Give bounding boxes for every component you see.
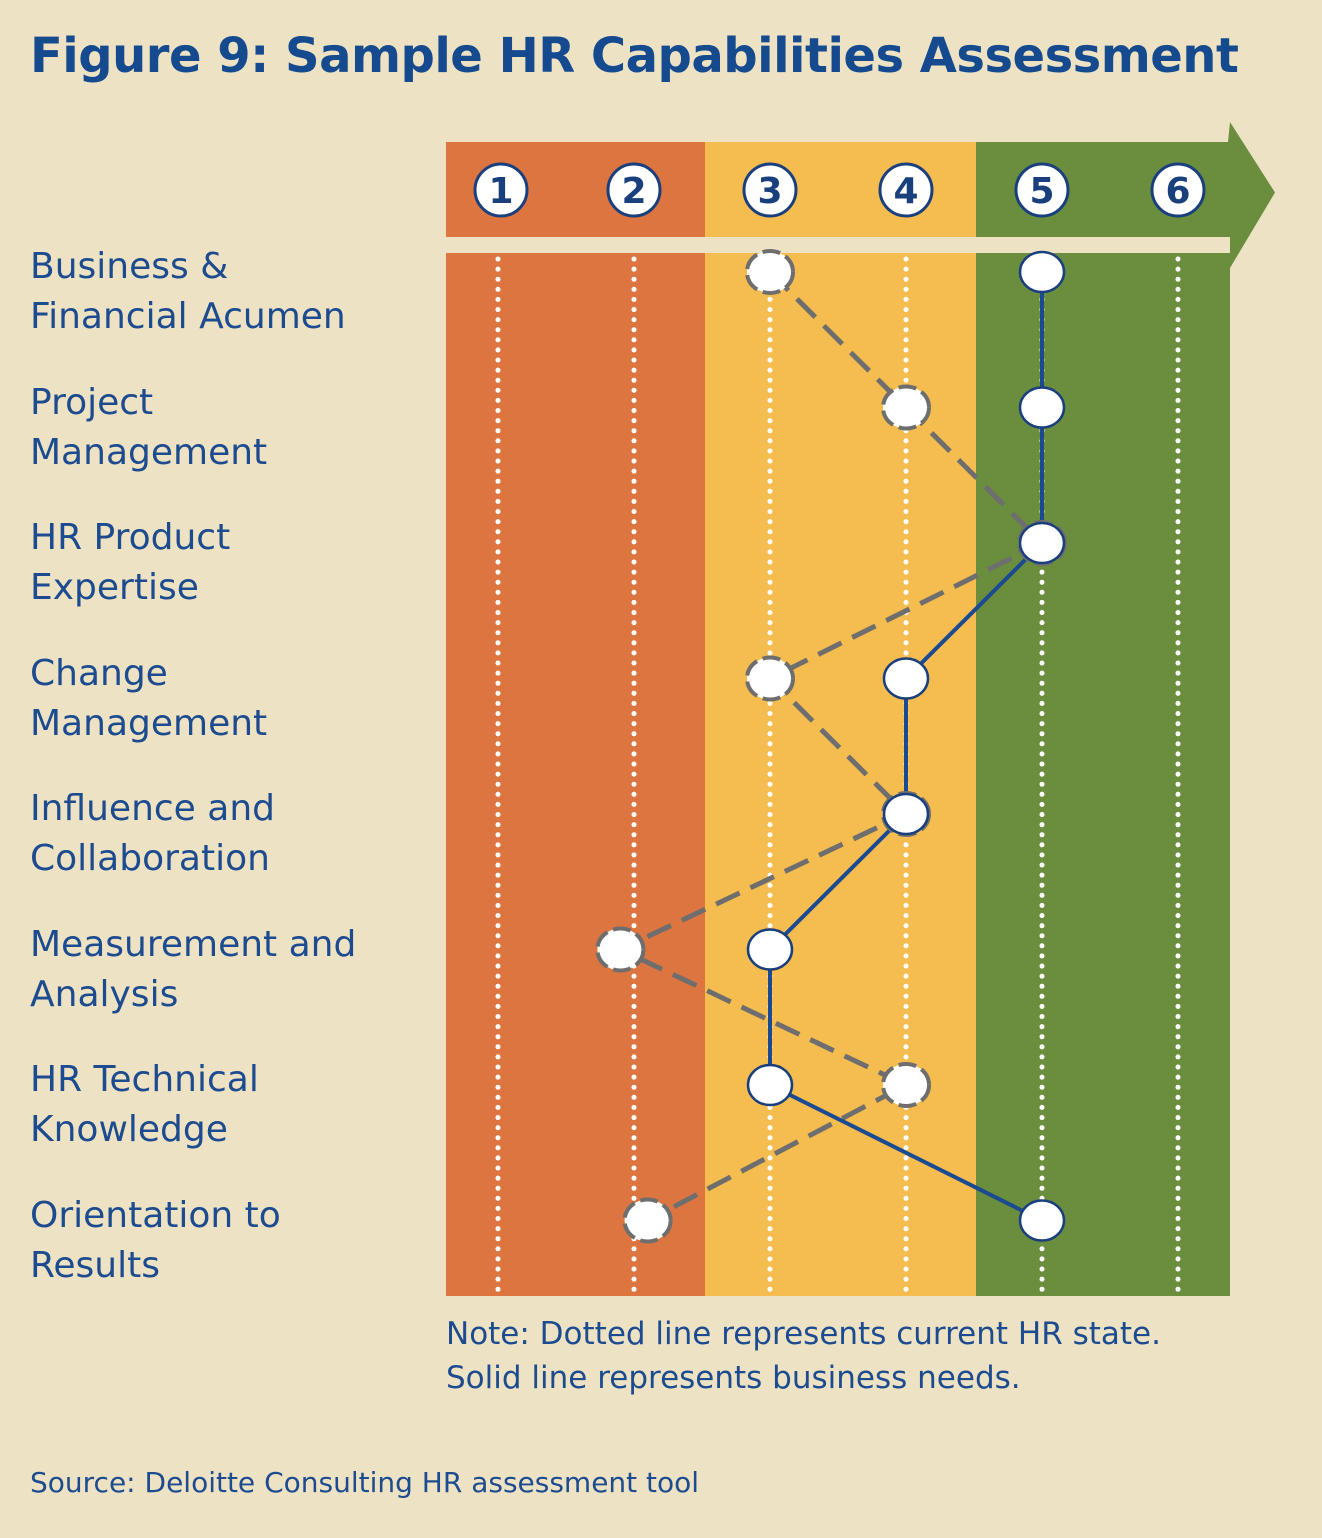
level-badge-2: [606, 162, 662, 218]
business-needs-line: [768, 272, 1044, 1223]
business-needs-point-5: [882, 792, 930, 836]
current-state-point-4: [745, 655, 795, 702]
band-body-5-6: [976, 253, 1230, 1296]
band-body-1-2: [446, 253, 705, 1296]
row-label: HR Technical Knowledge: [30, 1055, 430, 1155]
level-badge-1: [473, 162, 529, 218]
row-label: HR Product Expertise: [30, 513, 430, 613]
row-label: Influence and Collaboration: [30, 784, 430, 884]
business-needs-point-6: [746, 928, 794, 971]
band-body-3-4: [705, 253, 976, 1296]
row-label-line: Results: [30, 1244, 160, 1286]
page-title: Figure 9: Sample HR Capabilities Assessm…: [30, 28, 1239, 84]
business-needs-point-1: [1018, 250, 1066, 294]
row-label: Change Management: [30, 649, 430, 749]
row-label: Project Management: [30, 378, 430, 478]
current-state-point-2: [881, 384, 931, 431]
level-number-6: 6: [1165, 171, 1190, 212]
row-label: Measurement and Analysis: [30, 920, 430, 1020]
row-label: Business & Financial Acumen: [30, 242, 430, 342]
note-line-1: Note: Dotted line represents current HR …: [446, 1316, 1161, 1352]
row-label-line: Expertise: [30, 567, 199, 608]
level-badge-6: [1150, 162, 1206, 218]
current-state-point-8: [622, 1197, 673, 1244]
current-state-point-6: [595, 926, 646, 973]
current-state-point-1: [745, 249, 795, 295]
source-text: Source: Deloitte Consulting HR assessmen…: [30, 1466, 700, 1499]
business-needs-point-2: [1018, 386, 1066, 429]
arrow-head: [1228, 122, 1275, 268]
row-label-line: Analysis: [30, 973, 179, 1015]
note-line-2: Solid line represents business needs.: [446, 1360, 1021, 1396]
row-label-line: Management: [30, 702, 268, 744]
level-number-4: 4: [893, 171, 918, 212]
row-label-line: Collaboration: [30, 838, 270, 879]
business-needs-point-4: [882, 657, 930, 700]
current-state-line: [617, 270, 1045, 1223]
row-label-line: Business &: [30, 246, 229, 287]
row-label: Orientation to Results: [30, 1191, 430, 1291]
row-label-line: Financial Acumen: [30, 296, 346, 337]
business-needs-point-7: [746, 1063, 794, 1107]
business-needs-point-3: [1018, 521, 1066, 565]
row-label-line: Project: [30, 381, 154, 423]
level-number-2: 2: [621, 171, 646, 212]
level-badge-5: [1014, 162, 1070, 218]
level-number-3: 3: [757, 171, 782, 212]
row-label-line: HR Product: [30, 517, 231, 558]
business-needs-point-8: [1018, 1199, 1066, 1242]
current-state-point-7: [881, 1062, 931, 1108]
level-number-5: 5: [1029, 171, 1054, 212]
row-label-line: Change: [30, 652, 168, 694]
row-label-line: Measurement and: [30, 923, 357, 965]
level-badge-4: [878, 162, 934, 218]
row-label-line: Knowledge: [30, 1109, 228, 1150]
level-number-1: 1: [488, 171, 513, 212]
row-label-line: HR Technical: [30, 1059, 259, 1100]
level-badge-3: [742, 162, 798, 218]
chart-note: Note: Dotted line represents current HR …: [446, 1312, 1161, 1400]
row-label-line: Orientation to: [30, 1194, 281, 1236]
row-label-line: Management: [30, 431, 268, 473]
row-label-line: Influence and: [30, 788, 276, 829]
